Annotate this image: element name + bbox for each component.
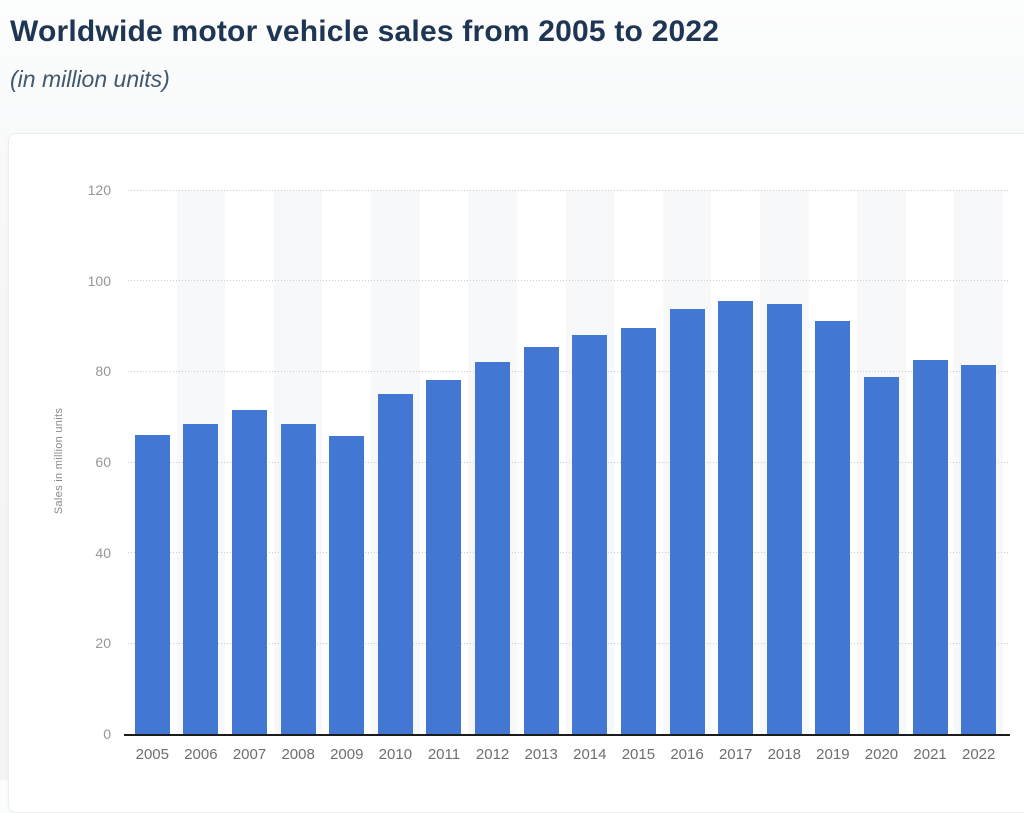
x-tick-label: 2005 <box>135 746 169 763</box>
x-tick-label: 2006 <box>184 746 218 763</box>
gridline <box>128 642 1010 644</box>
x-tick-label: 2015 <box>621 746 656 763</box>
y-tick-label: 20 <box>95 635 111 652</box>
bar-2015[interactable] <box>620 327 656 734</box>
x-tick-label: 2014 <box>573 746 607 763</box>
bar-2014[interactable] <box>572 334 608 734</box>
bar-2010[interactable] <box>377 394 413 734</box>
x-tick-label: 2022 <box>962 746 996 763</box>
gridline <box>128 461 1010 463</box>
x-tick-label: 2013 <box>524 746 558 763</box>
y-tick-label: 60 <box>95 454 111 470</box>
gridline <box>128 189 1010 191</box>
x-tick-label: 2008 <box>281 746 315 763</box>
x-tick-label: 2019 <box>816 746 850 763</box>
gridline <box>128 370 1010 372</box>
bar-2007[interactable] <box>232 410 268 734</box>
gridline <box>128 280 1010 282</box>
bar-2011[interactable] <box>426 379 462 734</box>
gridline <box>128 552 1010 554</box>
y-tick-label: 0 <box>103 726 111 742</box>
x-tick-label: 2018 <box>767 746 801 763</box>
bar-2009[interactable] <box>329 436 365 734</box>
bar-2018[interactable] <box>766 303 802 734</box>
x-tick-label: 2007 <box>232 746 267 763</box>
x-tick-label: 2010 <box>378 746 413 763</box>
bar-chart: Sales in million units 0 20 40 60 80 100 120 20… <box>9 134 1024 812</box>
x-tick-label: 2016 <box>670 746 704 763</box>
x-axis-line <box>124 734 1010 736</box>
x-tick-label: 2021 <box>913 746 947 763</box>
x-tick-label: 2011 <box>427 746 461 763</box>
bar-2017[interactable] <box>718 301 754 734</box>
bar-2006[interactable] <box>183 424 219 734</box>
bar-2022[interactable] <box>961 364 997 734</box>
page-header: Worldwide motor vehicle sales from 2005 … <box>0 0 1024 93</box>
bar-2005[interactable] <box>134 434 170 734</box>
y-tick-label: 40 <box>95 544 111 561</box>
x-tick-label: 2012 <box>475 746 510 763</box>
page-title: Worldwide motor vehicle sales from 2005 … <box>10 15 720 48</box>
bar-2021[interactable] <box>912 359 948 734</box>
chart-card: Sales in million units 0 20 40 60 80 100 120 20… <box>8 133 1024 813</box>
x-tick-label: 2017 <box>718 746 753 763</box>
bar-2012[interactable] <box>475 362 511 734</box>
y-tick-label: 100 <box>87 272 111 289</box>
bar-2020[interactable] <box>863 377 899 734</box>
bar-2019[interactable] <box>815 320 851 734</box>
bar-2013[interactable] <box>523 346 559 734</box>
bar-2016[interactable] <box>669 309 705 734</box>
y-tick-label: 80 <box>95 363 111 380</box>
bar-2008[interactable] <box>280 424 316 734</box>
x-tick-label: 2020 <box>864 746 899 763</box>
x-tick-label: 2009 <box>330 746 364 763</box>
page-subtitle: (in million units) <box>10 66 170 92</box>
y-tick-label: 120 <box>87 182 111 198</box>
